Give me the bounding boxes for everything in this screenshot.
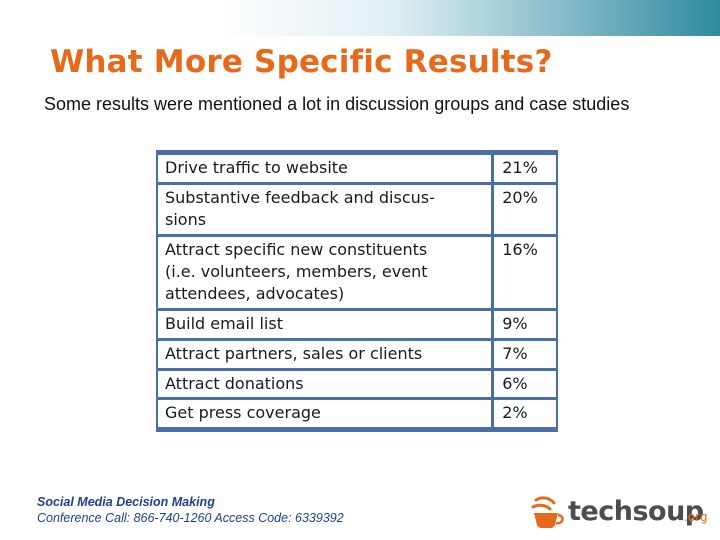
results-table: Drive traffic to website 21% Substantive f… [158, 152, 556, 430]
result-label: Get press coverage [158, 400, 492, 427]
footer: Social Media Decision Making Conference … [37, 494, 344, 526]
table-row: Attract specific new constituents (i.e. … [158, 236, 556, 309]
result-label: Attract specific new constituents (i.e. … [158, 236, 492, 309]
table-row: Substantive feedback and discus- sions 20… [158, 184, 556, 234]
result-percentage: 2% [491, 400, 556, 427]
result-percentage: 6% [491, 370, 556, 398]
table-row: Drive traffic to website 21% [158, 155, 556, 182]
table-row: Get press coverage 2% [158, 400, 556, 427]
result-percentage: 9% [491, 311, 556, 339]
footer-title: Social Media Decision Making [37, 495, 215, 509]
table-row: Attract donations 6% [158, 370, 556, 398]
results-table-frame: Drive traffic to website 21% Substantive f… [156, 150, 558, 432]
result-label: Attract donations [158, 370, 492, 398]
techsoup-logo: techsoup .org [528, 494, 713, 534]
result-label: Substantive feedback and discus- sions [158, 184, 492, 234]
slide-title: What More Specific Results? [50, 44, 553, 80]
header-gradient-band [0, 0, 720, 36]
table-row: Build email list 9% [158, 311, 556, 339]
cup-icon [531, 496, 564, 528]
logo-wordmark: techsoup [568, 496, 704, 527]
result-percentage: 21% [491, 155, 556, 182]
result-percentage: 20% [491, 184, 556, 234]
table-row: Attract partners, sales or clients 7% [158, 341, 556, 368]
result-label: Attract partners, sales or clients [158, 341, 492, 368]
result-percentage: 7% [491, 341, 556, 368]
footer-conference-info: Conference Call: 866-740-1260 Access Cod… [37, 511, 344, 525]
logo-org-suffix: .org [684, 510, 708, 524]
result-percentage: 16% [491, 236, 556, 309]
result-label: Drive traffic to website [158, 155, 492, 182]
result-label: Build email list [158, 311, 492, 339]
slide-subtitle: Some results were mentioned a lot in dis… [44, 94, 630, 114]
